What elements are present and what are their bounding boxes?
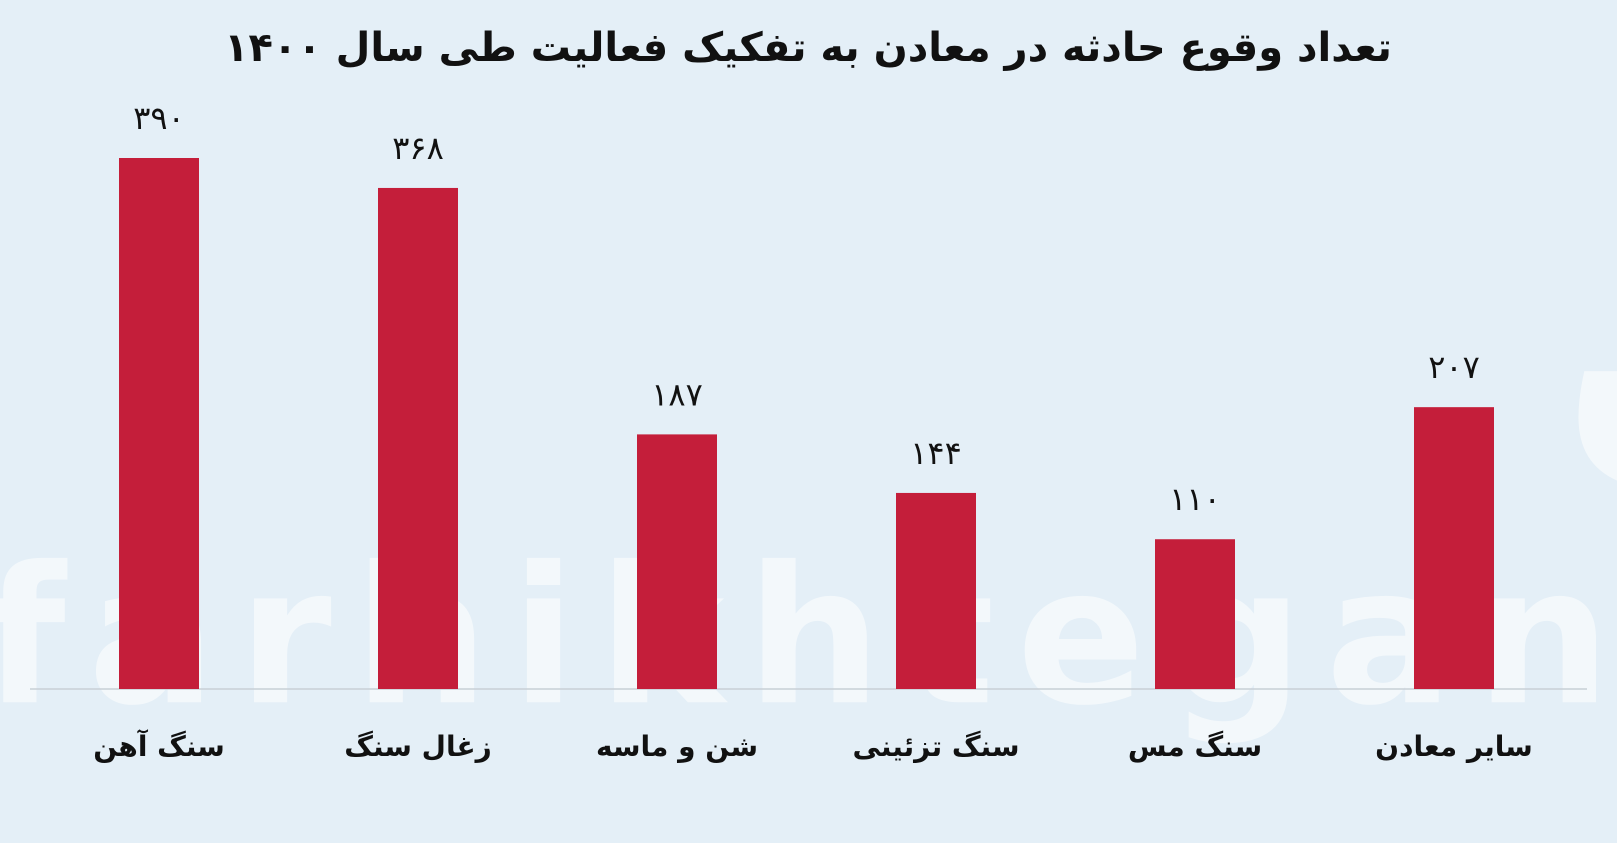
value-label: ۱۸۷ [651, 375, 703, 413]
x-tick-label: سنگ مس [1128, 730, 1262, 763]
value-label: ۲۰۷ [1428, 348, 1480, 386]
watermark-logo: فرهیختگان [1560, 164, 1617, 517]
bar [1155, 539, 1235, 689]
x-tick-label: سنگ آهن [93, 729, 225, 763]
bar [378, 187, 458, 689]
bar [896, 492, 976, 689]
value-label: ۱۴۴ [910, 434, 962, 472]
bar [1414, 407, 1494, 689]
value-label: ۱۱۰ [1169, 480, 1221, 518]
value-label: ۳۶۸ [392, 129, 444, 167]
bar [119, 158, 199, 689]
x-tick-label: شن و ماسه [596, 730, 758, 763]
chart-title: تعداد وقوع حادثه در معادن به تفکیک فعالی… [224, 25, 1392, 71]
value-label: ۳۹۰ [133, 99, 185, 137]
watermark-text: farhikhtegan [0, 526, 1617, 747]
x-tick-label: سنگ تزئینی [852, 730, 1019, 763]
x-tick-label: زغال سنگ [344, 730, 491, 763]
x-tick-label: سایر معادن [1375, 730, 1533, 763]
bar [637, 434, 717, 689]
